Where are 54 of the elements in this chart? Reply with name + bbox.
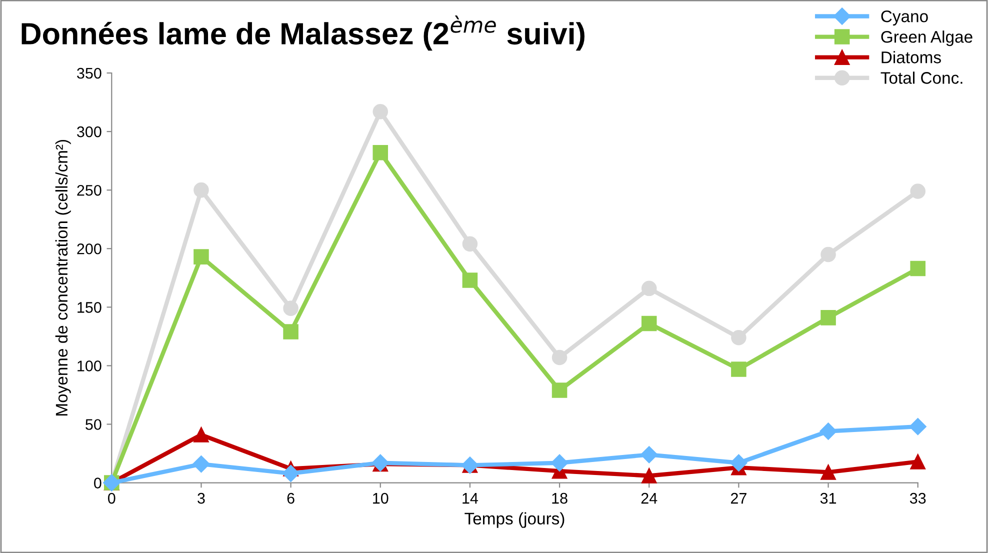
y-tick-label: 100 bbox=[78, 360, 102, 372]
x-tick-label: 14 bbox=[462, 493, 478, 504]
x-tick-label: 10 bbox=[373, 492, 388, 504]
legend-label: Diatoms bbox=[882, 51, 941, 64]
point bbox=[194, 249, 209, 264]
point bbox=[910, 260, 926, 276]
x-tick-label: 27 bbox=[730, 492, 746, 504]
y-axis-title: Moyenne de concentration (cells/cm²) bbox=[55, 140, 71, 416]
point bbox=[731, 330, 746, 346]
point bbox=[462, 236, 478, 252]
point bbox=[820, 422, 837, 440]
point bbox=[730, 454, 748, 472]
x-tick-label: 31 bbox=[820, 492, 836, 504]
point bbox=[731, 362, 746, 377]
point bbox=[192, 455, 210, 473]
point bbox=[910, 454, 926, 470]
y-tick-label: 150 bbox=[78, 302, 102, 313]
point bbox=[462, 272, 478, 288]
y-tick-label: 50 bbox=[86, 419, 102, 430]
legend-label: Green Algae bbox=[881, 30, 972, 46]
point bbox=[640, 446, 658, 464]
point bbox=[552, 350, 568, 366]
x-tick-label: 0 bbox=[108, 492, 116, 504]
y-tick-label: 200 bbox=[77, 243, 102, 254]
y-tick-label: 0 bbox=[94, 478, 102, 488]
point bbox=[909, 418, 926, 436]
point bbox=[910, 184, 926, 199]
point bbox=[372, 144, 388, 160]
point bbox=[641, 468, 657, 484]
x-tick-label: 24 bbox=[641, 492, 658, 504]
point bbox=[641, 280, 657, 296]
point bbox=[283, 300, 298, 316]
x-axis-title: Temps (jours) bbox=[464, 512, 564, 528]
point bbox=[820, 246, 836, 262]
point bbox=[194, 182, 209, 198]
chart-title: Données lame de Malassez (2$^{ème}$ suivi) bbox=[22, 15, 584, 51]
point bbox=[641, 316, 657, 332]
point bbox=[283, 324, 298, 340]
point bbox=[372, 104, 388, 120]
point bbox=[552, 382, 568, 398]
x-tick-label: 33 bbox=[910, 492, 926, 504]
legend-label: Cyano bbox=[881, 10, 928, 26]
point bbox=[820, 464, 836, 480]
x-tick-label: 18 bbox=[552, 492, 568, 504]
point bbox=[550, 454, 568, 472]
y-tick-label: 350 bbox=[77, 68, 102, 79]
point bbox=[820, 310, 836, 326]
y-tick-label: 300 bbox=[77, 126, 102, 138]
x-tick-label: 6 bbox=[287, 492, 294, 504]
y-tick-label: 250 bbox=[77, 184, 102, 196]
x-tick-label: 3 bbox=[198, 492, 205, 504]
point bbox=[194, 427, 209, 442]
legend-label: Total Conc. bbox=[880, 72, 962, 84]
point bbox=[282, 464, 300, 482]
